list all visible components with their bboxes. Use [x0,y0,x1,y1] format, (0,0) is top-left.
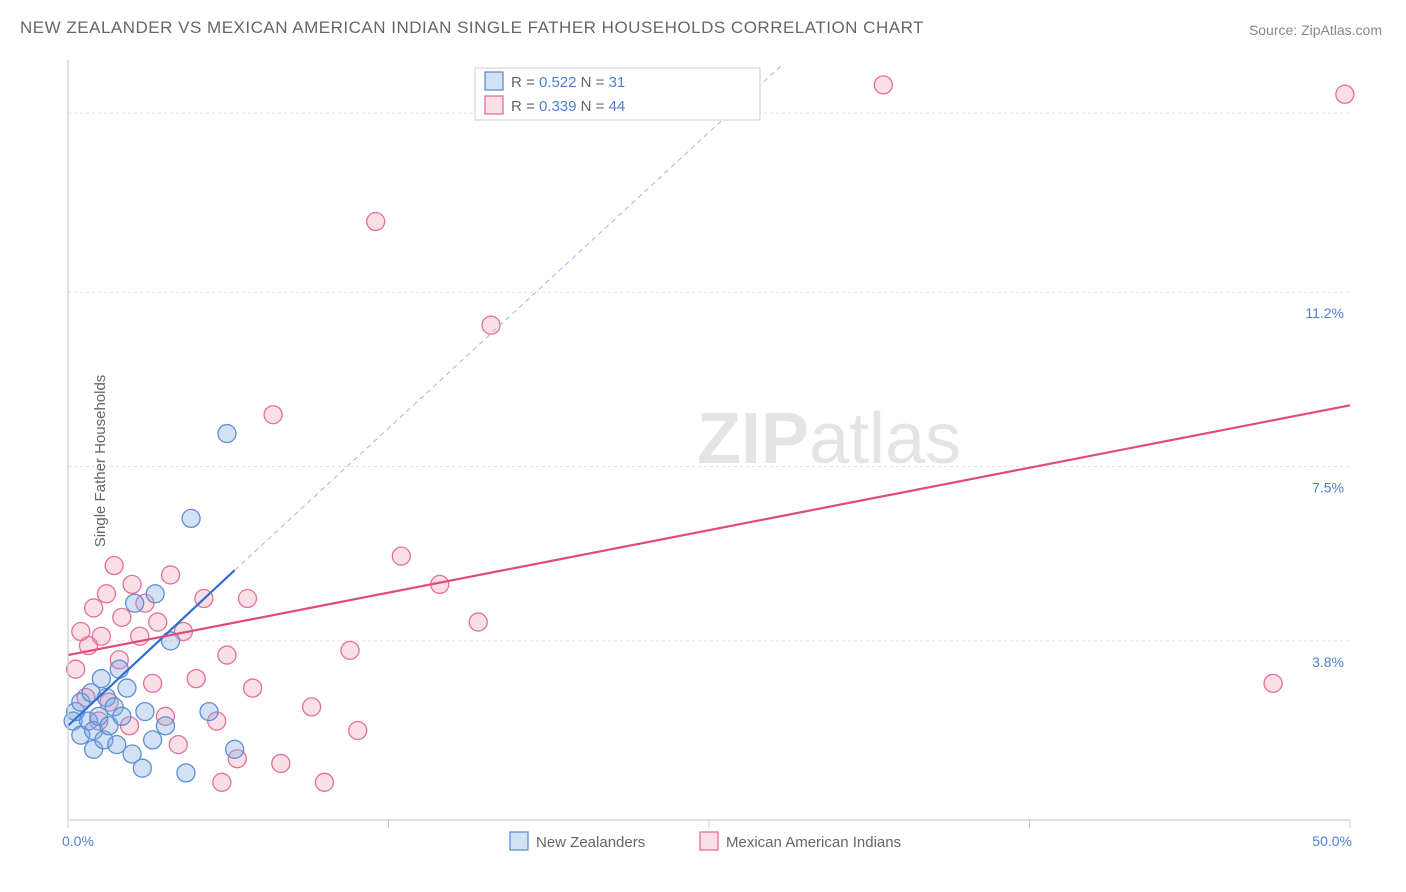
source-value: ZipAtlas.com [1301,22,1382,38]
data-point [110,660,128,678]
y-tick-label: 11.2% [1305,305,1344,321]
data-point [118,679,136,697]
data-point [123,575,141,593]
data-point [113,608,131,626]
data-point [92,627,110,645]
legend-swatch [700,832,718,850]
data-point [149,613,167,631]
watermark: ZIPatlas [697,399,961,479]
data-point [177,764,195,782]
data-point [303,698,321,716]
legend-swatch [485,72,503,90]
data-point [162,566,180,584]
legend-label: New Zealanders [536,834,645,851]
data-point [113,707,131,725]
data-point [874,76,892,94]
data-point [1336,85,1354,103]
data-point [200,703,218,721]
data-point [469,613,487,631]
data-point [315,773,333,791]
legend-label: Mexican American Indians [726,834,901,851]
data-point [144,674,162,692]
data-point [182,509,200,527]
trend-line-extension [235,66,781,570]
data-point [341,641,359,659]
data-point [367,213,385,231]
y-tick-label: 3.8% [1312,654,1344,670]
data-point [264,406,282,424]
data-point [144,731,162,749]
data-point [169,736,187,754]
data-point [105,557,123,575]
data-point [244,679,262,697]
data-point [272,754,290,772]
source-attribution: Source: ZipAtlas.com [1249,22,1382,38]
data-point [213,773,231,791]
data-point [238,590,256,608]
data-point [133,759,151,777]
data-point [482,316,500,334]
data-point [85,599,103,617]
x-tick-label: 50.0% [1312,833,1352,849]
data-point [136,703,154,721]
chart-title: NEW ZEALANDER VS MEXICAN AMERICAN INDIAN… [20,18,924,38]
data-point [67,660,85,678]
legend-stats-row: R = 0.339 N = 44 [511,98,625,115]
data-point [349,721,367,739]
data-point [392,547,410,565]
chart-area: Single Father Households 3.8% 7.5% 11.2% ZI… [20,50,1382,872]
data-point [1264,674,1282,692]
y-tick-label: 7.5% [1312,480,1344,496]
data-point [226,740,244,758]
legend-swatch [510,832,528,850]
data-point [218,425,236,443]
y-axis-label: Single Father Households [92,375,109,548]
legend-swatch [485,96,503,114]
data-point [187,670,205,688]
data-point [218,646,236,664]
data-point [156,717,174,735]
data-point [97,585,115,603]
data-point [146,585,164,603]
scatter-chart: 3.8% 7.5% 11.2% ZIPatlas 0.0% 50.0% R = 0.522 … [20,50,1382,872]
source-label: Source: [1249,22,1297,38]
data-point [126,594,144,612]
x-tick-label: 0.0% [62,833,94,849]
legend-stats-row: R = 0.522 N = 31 [511,74,625,91]
data-point [92,670,110,688]
